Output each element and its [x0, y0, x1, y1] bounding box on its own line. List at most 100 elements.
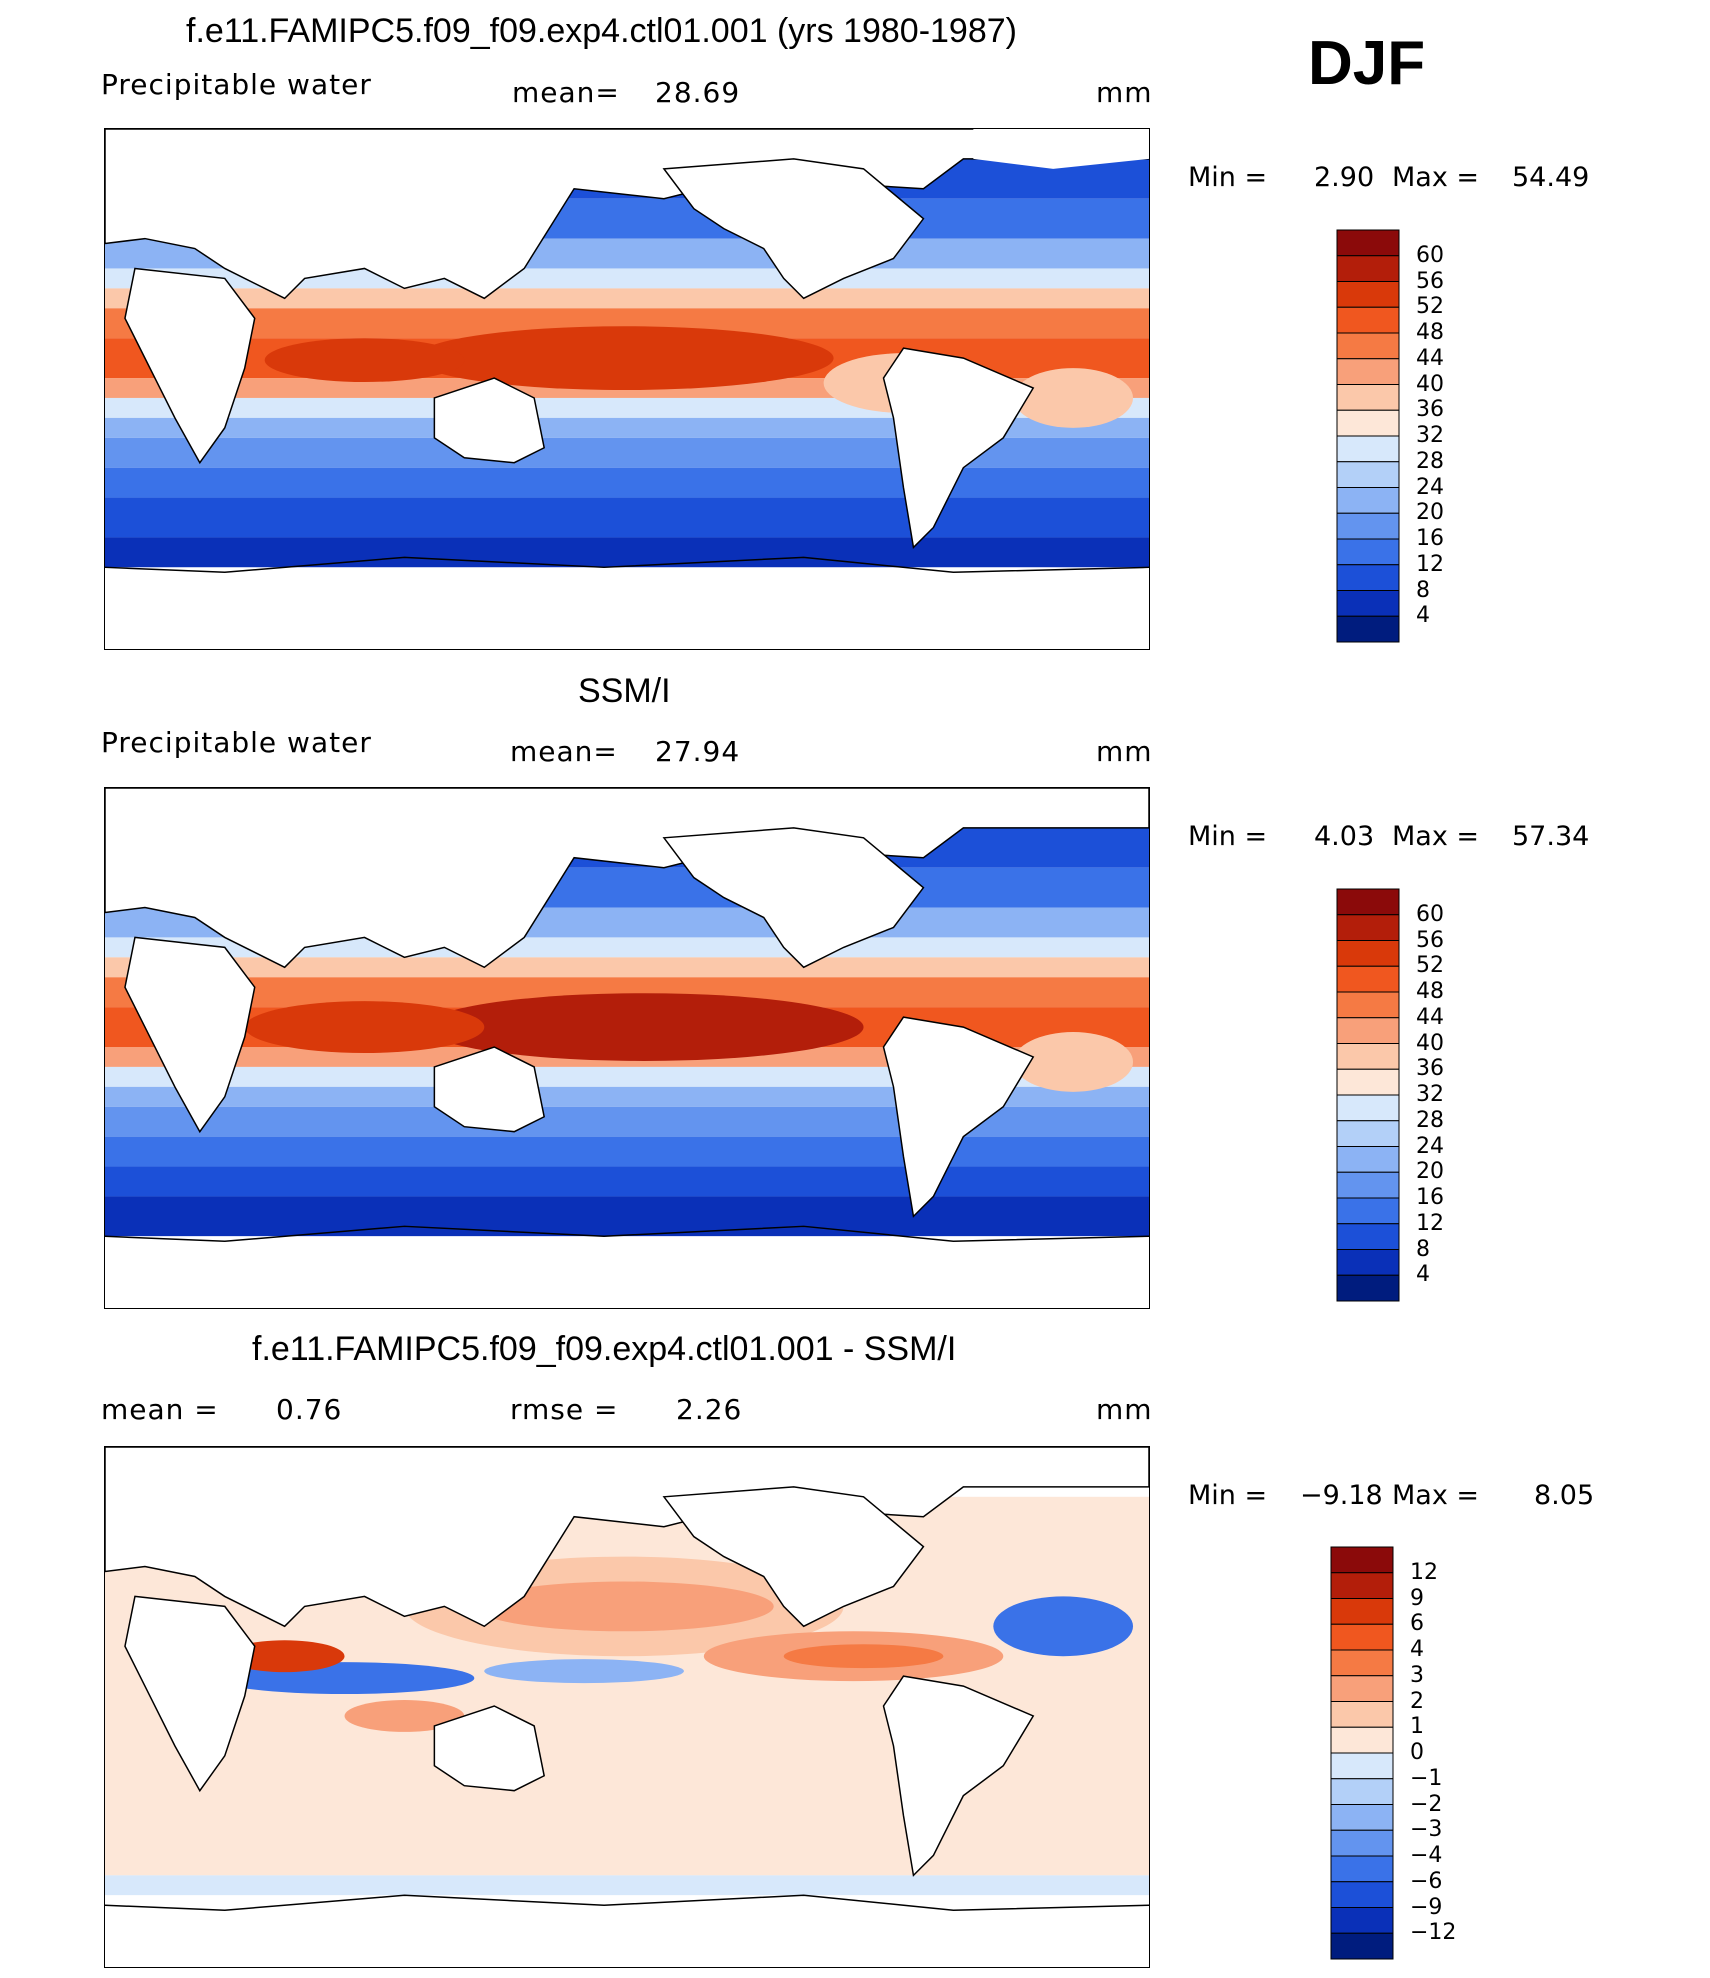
- colorbar-swatch: [1336, 306, 1400, 334]
- colorbar-swatch: [1336, 512, 1400, 540]
- colorbar-tick-label: 2: [1410, 1688, 1424, 1714]
- panel-2-map: [104, 787, 1150, 1309]
- panel-2-colorbar: 60 56 52 48 44 40 36 32 28 24 20 16 12 8 4: [1336, 888, 1478, 1320]
- colorbar-swatch: [1330, 1598, 1394, 1625]
- colorbar-swatch: [1336, 409, 1400, 437]
- colorbar-swatch: [1330, 1932, 1394, 1960]
- colorbar-tick-label: 12: [1416, 1210, 1444, 1236]
- colorbar-swatch: [1336, 1120, 1400, 1147]
- colorbar-tick-label: 28: [1416, 1107, 1444, 1133]
- colorbar-tick-label: 4: [1410, 1637, 1424, 1662]
- colorbar-tick-label: 60: [1416, 901, 1444, 927]
- colorbar-tick-label: −2: [1410, 1791, 1443, 1817]
- colorbar-tick-label: 32: [1416, 423, 1444, 448]
- panel-3-units: mm: [1096, 1393, 1153, 1426]
- colorbar-swatch: [1330, 1881, 1394, 1908]
- colorbar-tick-label: 4: [1416, 1262, 1430, 1288]
- panel-3-rmse-label: rmse =: [510, 1393, 619, 1426]
- colorbar-swatch: [1336, 1043, 1400, 1070]
- colorbar-swatch: [1336, 590, 1400, 617]
- colorbar-swatch: [1336, 888, 1400, 916]
- colorbar-swatch: [1336, 332, 1400, 360]
- colorbar-tick-label: 56: [1416, 268, 1444, 294]
- colorbar-tick-label: 4: [1416, 603, 1430, 629]
- colorbar-tick-label: 24: [1416, 1133, 1444, 1159]
- panel-3-map: [104, 1446, 1150, 1968]
- colorbar-swatch: [1336, 940, 1400, 967]
- colorbar-swatch: [1336, 1249, 1400, 1276]
- colorbar-tick-label: 1: [1410, 1714, 1424, 1740]
- colorbar-tick-label: −12: [1410, 1920, 1457, 1946]
- panel-1-colorbar: 60 56 52 48 44 40 36 32 28 24 20 16 12 8 4: [1336, 229, 1478, 661]
- colorbar-swatch: [1330, 1726, 1394, 1754]
- colorbar-tick-label: 36: [1416, 1056, 1444, 1082]
- colorbar-tick-label: 8: [1416, 1236, 1430, 1262]
- panel-2-variable: Precipitable water: [101, 726, 372, 759]
- colorbar-tick-label: 60: [1416, 242, 1444, 268]
- panel-1-map-field: [105, 129, 1149, 649]
- colorbar-swatch: [1336, 564, 1400, 591]
- colorbar-swatch: [1336, 358, 1400, 385]
- colorbar-swatch: [1330, 1701, 1394, 1728]
- panel-2-mean-value: 27.94: [655, 735, 741, 768]
- colorbar-tick-label: 40: [1416, 1030, 1444, 1056]
- colorbar-tick-label: 28: [1416, 448, 1444, 474]
- colorbar-swatch: [1330, 1778, 1394, 1805]
- colorbar-tick-label: −1: [1410, 1765, 1443, 1791]
- colorbar-swatch: [1330, 1804, 1394, 1831]
- colorbar-swatch: [1336, 538, 1400, 566]
- colorbar-swatch: [1336, 384, 1400, 411]
- colorbar-swatches: [1336, 888, 1400, 1302]
- colorbar-swatch: [1330, 1649, 1394, 1677]
- colorbar-swatch: [1330, 1546, 1394, 1574]
- colorbar-tick-label: 6: [1410, 1611, 1424, 1637]
- colorbar-swatch: [1330, 1623, 1394, 1651]
- colorbar-swatch: [1330, 1572, 1394, 1599]
- colorbar-swatch: [1330, 1907, 1394, 1934]
- colorbar-swatch: [1336, 1197, 1400, 1225]
- panel-3-mean-value: 0.76: [276, 1393, 343, 1426]
- colorbar-tick-label: 12: [1410, 1559, 1438, 1585]
- panel-1-max-value: 54.49: [1512, 162, 1590, 193]
- colorbar-tick-label: 8: [1416, 577, 1430, 603]
- colorbar-tick-label: −9: [1410, 1894, 1443, 1920]
- colorbar-swatches: [1336, 229, 1400, 643]
- colorbar-tick-label: 48: [1416, 979, 1444, 1004]
- colorbar-tick-label: 0: [1410, 1740, 1424, 1765]
- colorbar-tick-label: 16: [1416, 1185, 1444, 1210]
- colorbar-swatch: [1330, 1752, 1394, 1780]
- colorbar-swatch: [1336, 1146, 1400, 1173]
- colorbar-swatch: [1336, 281, 1400, 308]
- panel-1-min-value: 2.90: [1314, 162, 1375, 193]
- colorbar-swatch: [1330, 1855, 1394, 1883]
- panel-3-rmse-value: 2.26: [676, 1393, 743, 1426]
- colorbar-swatch: [1336, 991, 1400, 1019]
- colorbar-swatch: [1336, 1068, 1400, 1096]
- colorbar-tick-label: −4: [1410, 1843, 1443, 1868]
- panel-1-title: f.e11.FAMIPC5.f09_f09.exp4.ctl01.001 (yr…: [186, 12, 1017, 50]
- colorbar-tick-label: 16: [1416, 526, 1444, 551]
- colorbar-tick-label: 9: [1410, 1585, 1424, 1611]
- colorbar-swatch: [1330, 1829, 1394, 1857]
- colorbar-swatch: [1336, 487, 1400, 514]
- panel-1-max-label: Max =: [1392, 162, 1480, 193]
- panel-2-min-label: Min =: [1188, 821, 1268, 852]
- colorbar-swatch: [1336, 615, 1400, 643]
- colorbar-swatch: [1336, 461, 1400, 488]
- colorbar-swatch: [1336, 435, 1400, 463]
- panel-1-units: mm: [1096, 76, 1153, 109]
- colorbar-tick-label: −6: [1410, 1868, 1443, 1894]
- colorbar-tick-label: 20: [1416, 1159, 1444, 1185]
- panel-3-mean-label: mean =: [101, 1393, 219, 1426]
- panel-2-units: mm: [1096, 735, 1153, 768]
- panel-2-mean-label: mean=: [510, 735, 618, 768]
- colorbar-tick-label: 44: [1416, 345, 1444, 371]
- colorbar-swatch: [1336, 229, 1400, 257]
- colorbar-tick-label: 12: [1416, 551, 1444, 577]
- panel-3-max-label: Max =: [1392, 1480, 1480, 1511]
- panel-3-title: f.e11.FAMIPC5.f09_f09.exp4.ctl01.001 - S…: [252, 1330, 957, 1368]
- colorbar-swatch: [1336, 255, 1400, 282]
- colorbar-swatch: [1336, 1223, 1400, 1250]
- panel-1-variable: Precipitable water: [101, 68, 372, 101]
- colorbar-swatch: [1330, 1675, 1394, 1702]
